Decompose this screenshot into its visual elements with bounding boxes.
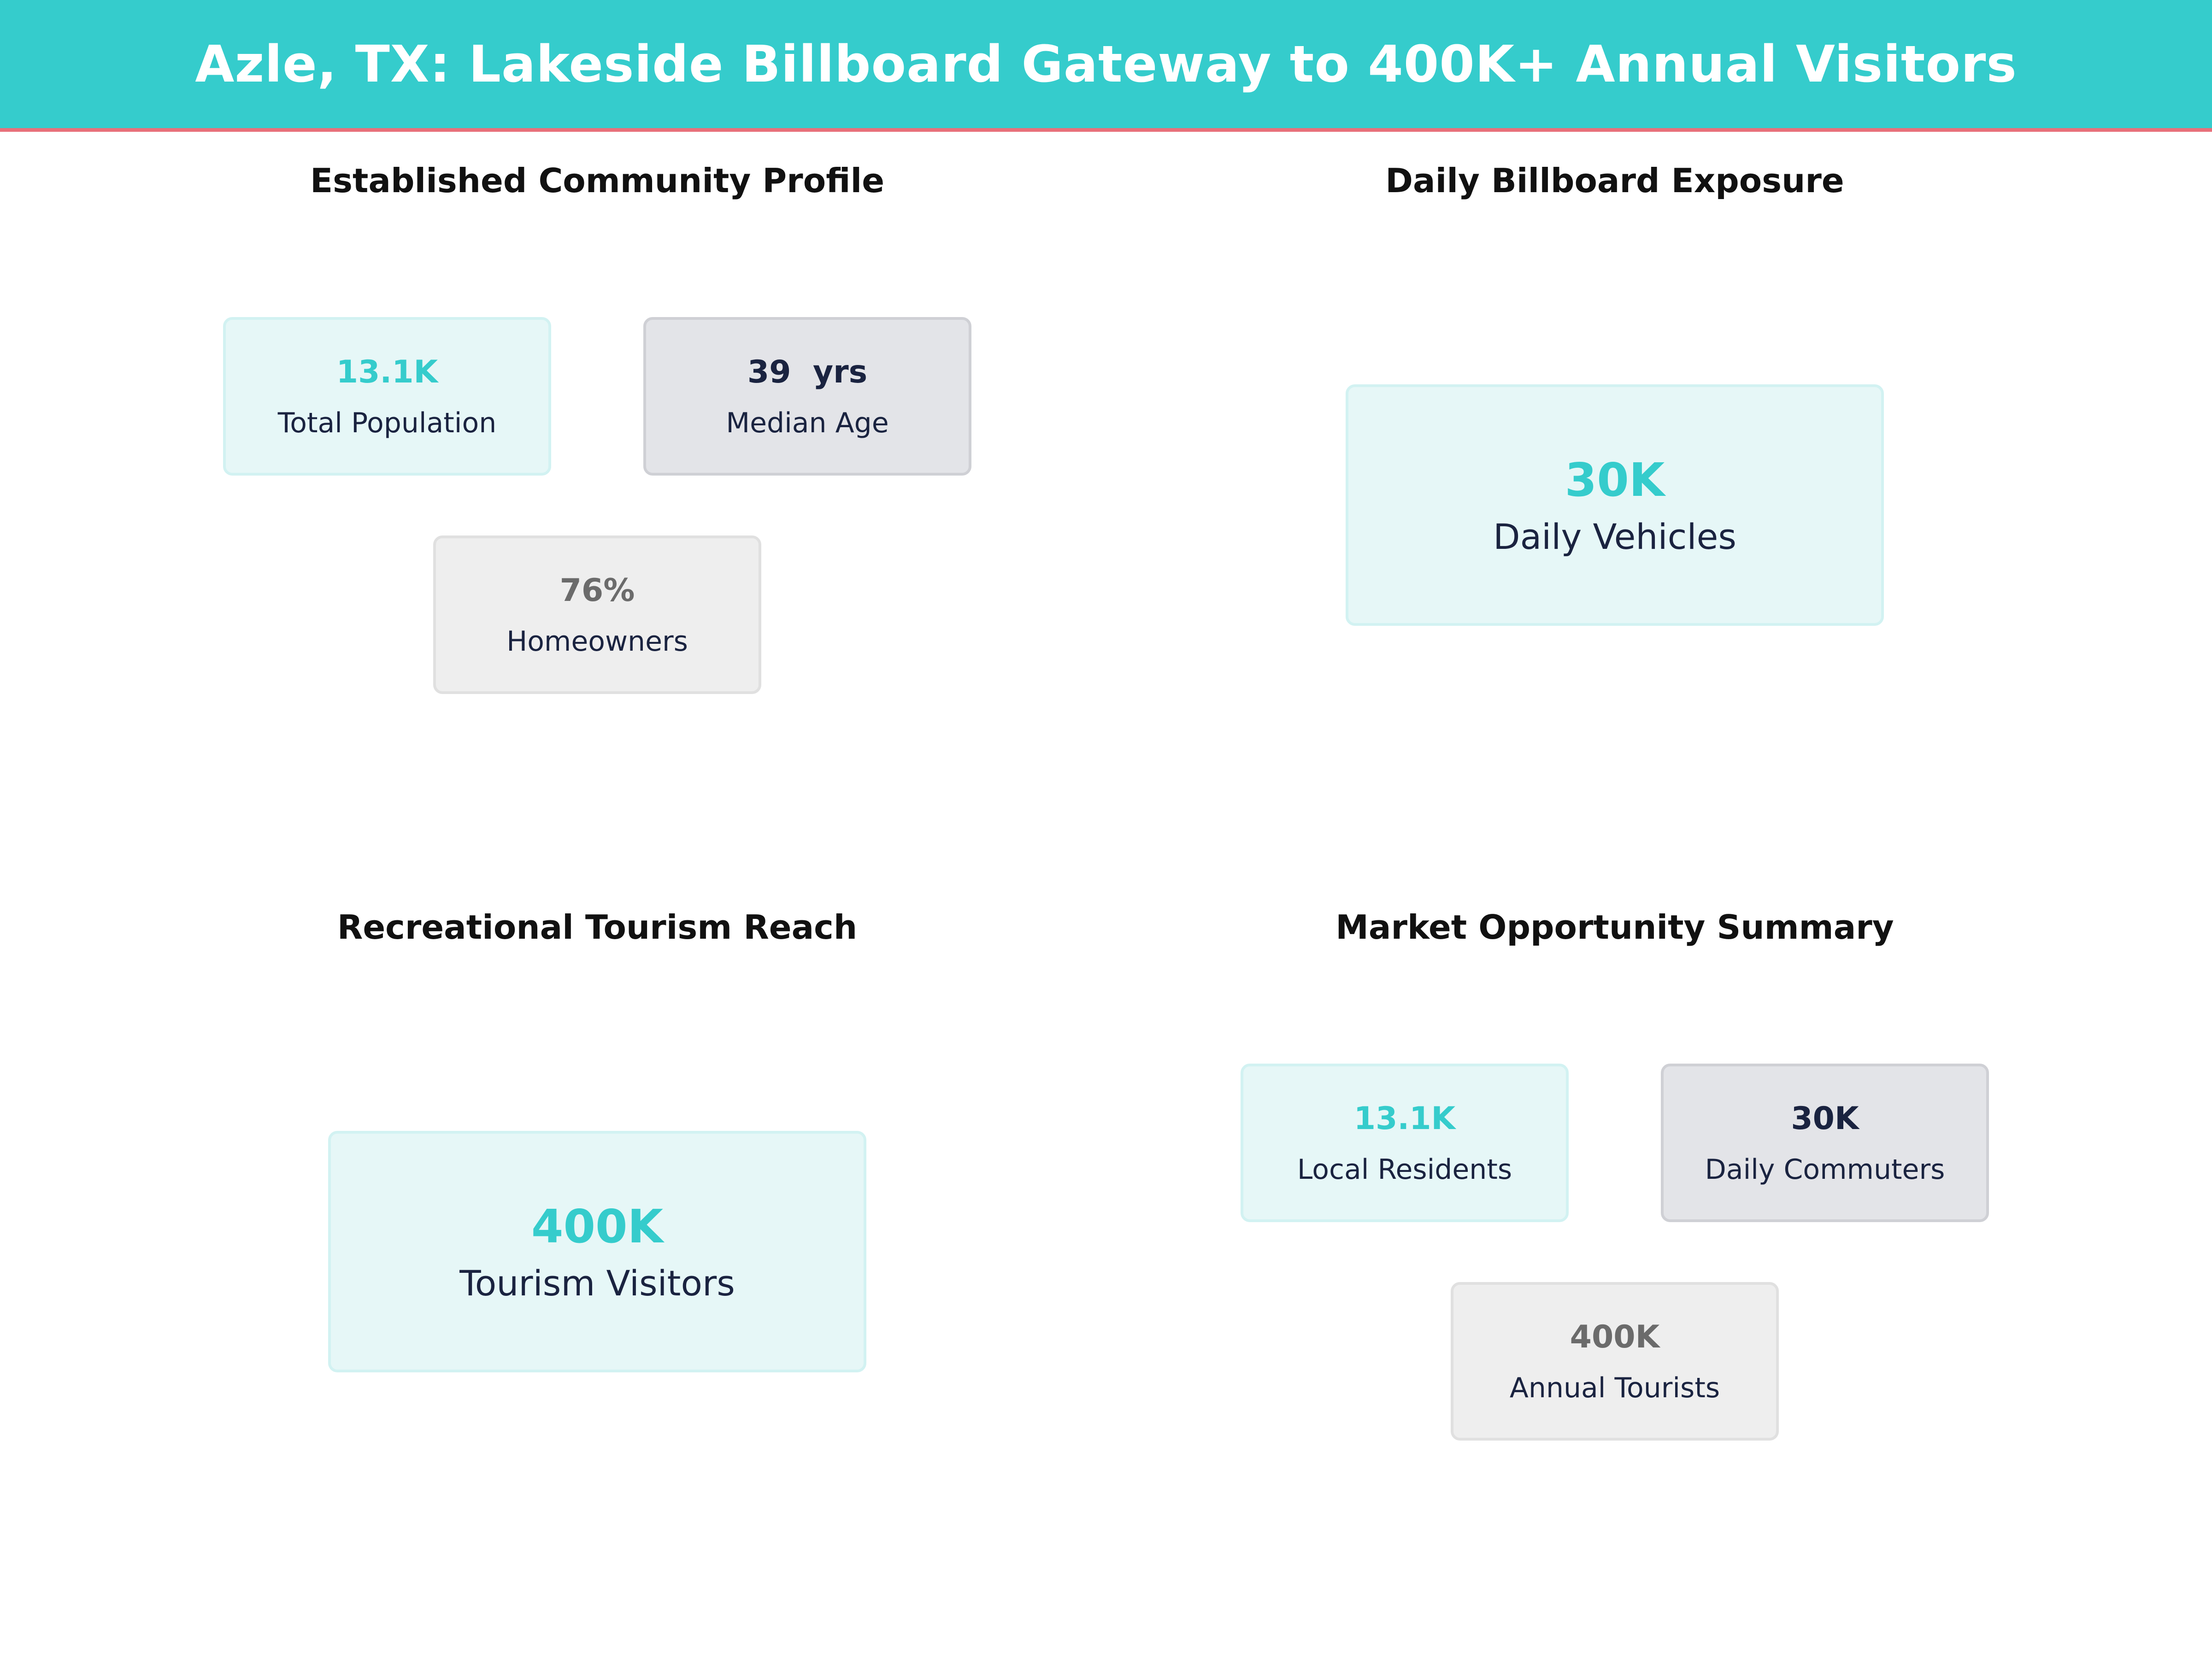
total-population-card: 13.1K Total Population: [223, 317, 551, 476]
tourism-visitors-value: 400K: [531, 1200, 664, 1253]
page-title: Azle, TX: Lakeside Billboard Gateway to …: [195, 35, 2017, 94]
median-age-card: 39 yrs Median Age: [643, 317, 971, 476]
daily-commuters-value: 30K: [1791, 1100, 1859, 1137]
daily-commuters-label: Daily Commuters: [1705, 1153, 1945, 1186]
tourism-panel-title: Recreational Tourism Reach: [337, 908, 858, 947]
homeowners-card: 76% Homeowners: [433, 535, 761, 694]
daily-vehicles-card: 30K Daily Vehicles: [1346, 384, 1884, 626]
median-age-label: Median Age: [726, 406, 889, 439]
header-banner: Azle, TX: Lakeside Billboard Gateway to …: [0, 0, 2212, 132]
summary-panel-title: Market Opportunity Summary: [1335, 908, 1894, 947]
median-age-value: 39 yrs: [747, 353, 868, 390]
local-residents-card: 13.1K Local Residents: [1241, 1064, 1569, 1222]
annual-tourists-label: Annual Tourists: [1509, 1371, 1720, 1404]
local-residents-value: 13.1K: [1353, 1100, 1456, 1137]
daily-vehicles-label: Daily Vehicles: [1493, 516, 1736, 557]
exposure-panel-title: Daily Billboard Exposure: [1385, 161, 1844, 200]
annual-tourists-card: 400K Annual Tourists: [1451, 1282, 1779, 1441]
daily-commuters-card: 30K Daily Commuters: [1661, 1064, 1989, 1222]
tourism-visitors-label: Tourism Visitors: [459, 1263, 735, 1304]
total-population-value: 13.1K: [336, 353, 438, 390]
homeowners-value: 76%: [559, 572, 635, 609]
total-population-label: Total Population: [277, 406, 497, 439]
local-residents-label: Local Residents: [1297, 1153, 1512, 1186]
community-panel-title: Established Community Profile: [310, 161, 885, 200]
homeowners-label: Homeowners: [506, 625, 688, 658]
tourism-visitors-card: 400K Tourism Visitors: [328, 1131, 866, 1372]
annual-tourists-value: 400K: [1570, 1318, 1660, 1355]
daily-vehicles-value: 30K: [1565, 453, 1665, 507]
